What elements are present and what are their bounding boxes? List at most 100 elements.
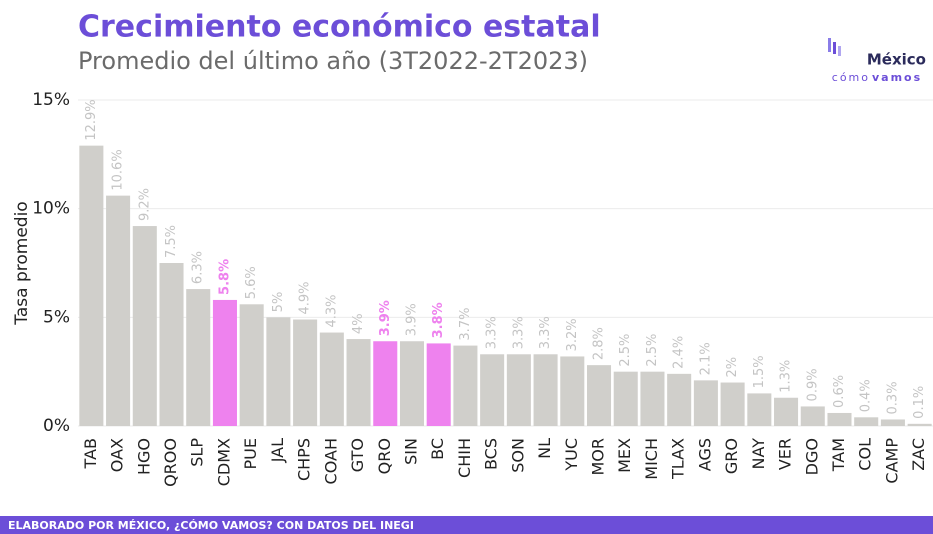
logo-tagline: vamos (872, 71, 922, 84)
bar (319, 332, 344, 426)
x-tick-label: QRO (375, 438, 394, 474)
data-label: 3.9% (378, 300, 393, 336)
bar (586, 365, 612, 426)
data-label: 0.1% (912, 386, 927, 419)
bar (186, 289, 211, 426)
x-tick-label: NAY (749, 438, 768, 470)
bar (346, 339, 371, 426)
bar (212, 299, 237, 426)
x-tick-label: OAX (108, 438, 127, 472)
data-label: 2.1% (698, 342, 713, 375)
data-label: 5% (271, 292, 286, 313)
x-tick-label: GRO (722, 438, 741, 474)
x-tick-label: PUE (241, 438, 260, 469)
x-tick-label: SLP (188, 438, 207, 467)
data-label: 2.5% (645, 334, 660, 367)
bar (693, 380, 718, 426)
bar (373, 341, 398, 426)
x-tick-label: CDMX (214, 438, 233, 486)
bar (480, 354, 505, 426)
x-tick-label: QROO (161, 438, 180, 487)
data-label: 4.9% (298, 281, 313, 314)
logo-name: México (867, 51, 926, 69)
data-label: 3.2% (565, 318, 580, 351)
y-tick-label: 10% (32, 199, 70, 219)
x-tick-label: AGS (695, 438, 714, 471)
bar (159, 263, 184, 426)
data-label: 0.3% (885, 381, 900, 414)
x-tick-label: MEX (615, 438, 634, 473)
chart-subtitle: Promedio del último año (3T2022-2T2023) (78, 47, 588, 75)
y-tick-label: 5% (43, 307, 70, 327)
data-label: 4% (351, 313, 366, 334)
data-label: 1.3% (779, 360, 794, 393)
y-axis-label: Tasa promedio (12, 201, 32, 325)
logo: México cómo vamos (828, 38, 926, 84)
bar (640, 371, 665, 426)
bar (880, 419, 905, 426)
x-tick-label: MOR (589, 438, 608, 476)
x-tick-label: HGO (134, 438, 153, 475)
data-label: 3.3% (511, 316, 526, 349)
data-label: 3.8% (431, 302, 446, 338)
logo-bar (833, 42, 836, 54)
data-label: 3.7% (458, 308, 473, 341)
bar (533, 354, 558, 426)
data-label: 3.3% (485, 316, 500, 349)
data-label: 2.8% (592, 327, 607, 360)
bar (774, 397, 799, 426)
x-tick-label: GTO (348, 438, 367, 472)
x-tick-label: BC (428, 438, 447, 460)
bar (747, 393, 772, 426)
x-tick-label: TAB (81, 438, 100, 469)
bar (667, 373, 692, 426)
bar (506, 354, 531, 426)
x-tick-label: CHPS (295, 438, 314, 481)
data-label: 0.4% (859, 379, 874, 412)
bar (106, 195, 131, 426)
bar (800, 406, 825, 426)
logo-bar (828, 38, 831, 52)
bar (293, 319, 318, 426)
x-tick-label: NL (535, 438, 554, 459)
data-label: 1.5% (752, 355, 767, 388)
data-label: 0.9% (805, 368, 820, 401)
x-tick-label: ZAC (909, 438, 928, 471)
data-label: 6.3% (191, 251, 206, 284)
x-tick-label: MICH (642, 438, 661, 480)
data-label: 10.6% (111, 149, 126, 190)
x-tick-label: TAM (829, 438, 848, 472)
bar (239, 304, 264, 426)
bar (560, 356, 585, 426)
bar (854, 417, 879, 426)
data-label: 0.6% (832, 375, 847, 408)
logo-bar (838, 46, 841, 56)
x-tick-label: SON (508, 438, 527, 473)
x-tick-label: TLAX (669, 438, 688, 480)
data-label: 12.9% (84, 99, 99, 140)
bar (907, 423, 932, 426)
x-tick-label: BCS (482, 438, 501, 470)
data-label: 3.9% (404, 303, 419, 336)
footer-band (0, 516, 933, 534)
bar (453, 345, 478, 426)
chart-title: Crecimiento económico estatal (78, 10, 601, 45)
y-tick-label: 0% (43, 416, 70, 436)
x-tick-label: VER (776, 438, 795, 470)
data-label: 5.8% (217, 259, 232, 295)
bar (426, 343, 451, 426)
bar (266, 317, 291, 426)
data-label: 9.2% (137, 188, 152, 221)
x-tick-label: CHIH (455, 438, 474, 478)
bar (613, 371, 638, 426)
x-tick-label: DGO (802, 438, 821, 475)
x-tick-label: JAL (268, 438, 287, 463)
data-label: 2% (725, 357, 740, 378)
data-label: 5.6% (244, 266, 259, 299)
bar (132, 226, 157, 426)
x-tick-label: CAMP (882, 438, 901, 484)
bar (720, 382, 745, 426)
bar (399, 341, 425, 426)
data-label: 7.5% (164, 225, 179, 258)
